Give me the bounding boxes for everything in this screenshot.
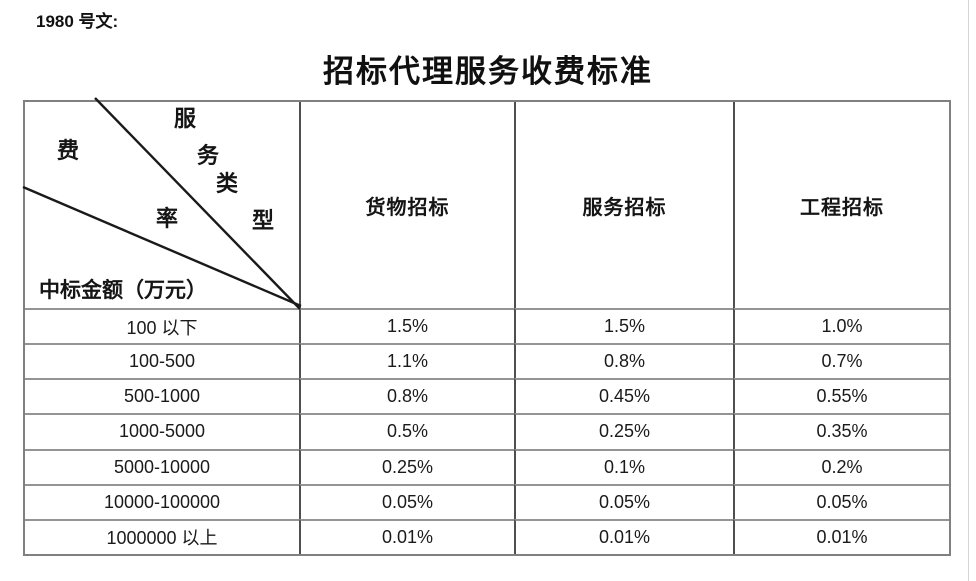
fee-cell: 0.2% (733, 448, 949, 484)
row-label: 1000-5000 (25, 413, 299, 448)
diagonal-divider (22, 97, 302, 310)
row-label: 100-500 (25, 343, 299, 378)
fee-cell: 0.8% (514, 343, 733, 379)
row-label: 5000-10000 (25, 448, 299, 484)
fee-cell: 0.8% (299, 378, 514, 414)
corner-label-service-type-char: 型 (252, 208, 275, 233)
diagonal-line-lower (22, 185, 302, 308)
fee-cell: 0.25% (514, 413, 733, 449)
fee-cell: 0.01% (299, 518, 514, 554)
corner-label-fee-rate-char: 率 (156, 206, 179, 231)
col-header-works-bidding: 工程招标 (733, 102, 949, 308)
corner-label-service-type-char: 服 (174, 106, 197, 131)
corner-label-service-type-char: 类 (216, 171, 239, 196)
fee-cell: 0.55% (733, 378, 949, 414)
fee-cell: 0.01% (733, 518, 949, 554)
fee-cell: 0.05% (514, 483, 733, 519)
fee-cell: 1.1% (299, 343, 514, 379)
fee-cell: 1.5% (514, 308, 733, 344)
row-label: 500-1000 (25, 378, 299, 413)
fee-cell: 0.7% (733, 343, 949, 379)
corner-label-service-type-char: 务 (197, 143, 220, 168)
fee-cell: 0.05% (733, 483, 949, 519)
fee-cell: 0.45% (514, 378, 733, 414)
corner-label-bid-amount: 中标金额（万元） (39, 278, 207, 302)
fee-cell: 1.0% (733, 308, 949, 344)
row-label: 1000000 以上 (25, 518, 299, 554)
corner-label-fee-rate-char: 费 (57, 138, 80, 163)
fee-table: 服 务 类 型 费 率 中标金额（万元） 货物招标 服务招标 工程招标 100 … (22, 97, 951, 556)
row-label: 100 以下 (25, 308, 299, 343)
fee-cell: 0.35% (733, 413, 949, 449)
col-header-service-bidding: 服务招标 (514, 102, 733, 308)
diagonal-line-upper (94, 97, 301, 310)
fee-cell: 1.5% (299, 308, 514, 344)
col-header-goods-bidding: 货物招标 (299, 102, 514, 308)
fee-cell: 0.05% (299, 483, 514, 519)
row-label: 10000-100000 (25, 483, 299, 519)
fee-cell: 0.01% (514, 518, 733, 554)
doc-number: 1980 号文: (36, 12, 119, 31)
fee-cell: 0.25% (299, 448, 514, 484)
page-edge-line (968, 0, 969, 581)
fee-cell: 0.5% (299, 413, 514, 449)
page-title: 招标代理服务收费标准 (323, 54, 653, 89)
corner-cell: 服 务 类 型 费 率 中标金额（万元） (22, 97, 302, 310)
fee-cell: 0.1% (514, 448, 733, 484)
